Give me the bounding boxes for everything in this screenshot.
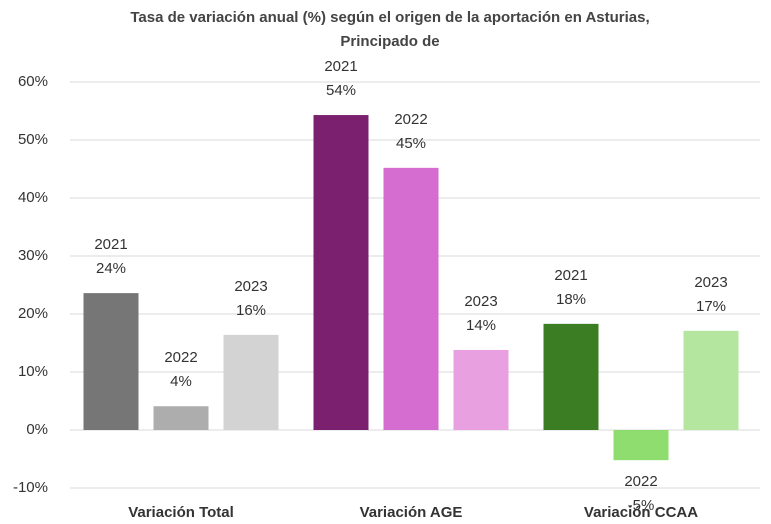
value-label: 16% [236, 302, 266, 319]
value-label: 24% [96, 260, 126, 277]
value-label: 18% [556, 291, 586, 308]
bar-year-label: 2023 [464, 293, 497, 310]
value-label: 14% [466, 317, 496, 334]
bar-year-label: 2023 [694, 274, 727, 291]
x-tick-label: Variación CCAA [584, 504, 698, 521]
bar-year-label: 2023 [234, 278, 267, 295]
y-tick-label: 30% [18, 247, 48, 264]
x-tick-label: Variación AGE [360, 504, 463, 521]
value-label: 54% [326, 82, 356, 99]
bar [613, 430, 669, 461]
y-tick-label: 60% [18, 73, 48, 90]
bar [543, 323, 599, 430]
y-tick-label: 40% [18, 189, 48, 206]
chart-title: Tasa de variación anual (%) según el ori… [130, 9, 650, 50]
bar-year-label: 2021 [94, 236, 127, 253]
bar [153, 406, 209, 430]
bar [223, 334, 279, 430]
bar-year-label: 2022 [394, 111, 427, 128]
bar-year-label: 2022 [624, 473, 657, 490]
value-label: -5% [628, 497, 655, 514]
value-label: 4% [170, 373, 192, 390]
bar [683, 330, 739, 430]
bar [383, 167, 439, 430]
y-tick-label: 0% [26, 421, 48, 438]
value-label: 45% [396, 135, 426, 152]
bar-year-label: 2021 [324, 58, 357, 75]
bar [83, 293, 139, 430]
bar [453, 349, 509, 430]
bar-year-label: 2021 [554, 267, 587, 284]
bar-year-label: 2022 [164, 349, 197, 366]
bar [313, 115, 369, 430]
x-tick-label: Variación Total [128, 504, 234, 521]
y-tick-label: 20% [18, 305, 48, 322]
y-tick-label: 10% [18, 363, 48, 380]
y-tick-label: 50% [18, 131, 48, 148]
value-label: 17% [696, 298, 726, 315]
y-tick-label: -10% [13, 479, 48, 496]
